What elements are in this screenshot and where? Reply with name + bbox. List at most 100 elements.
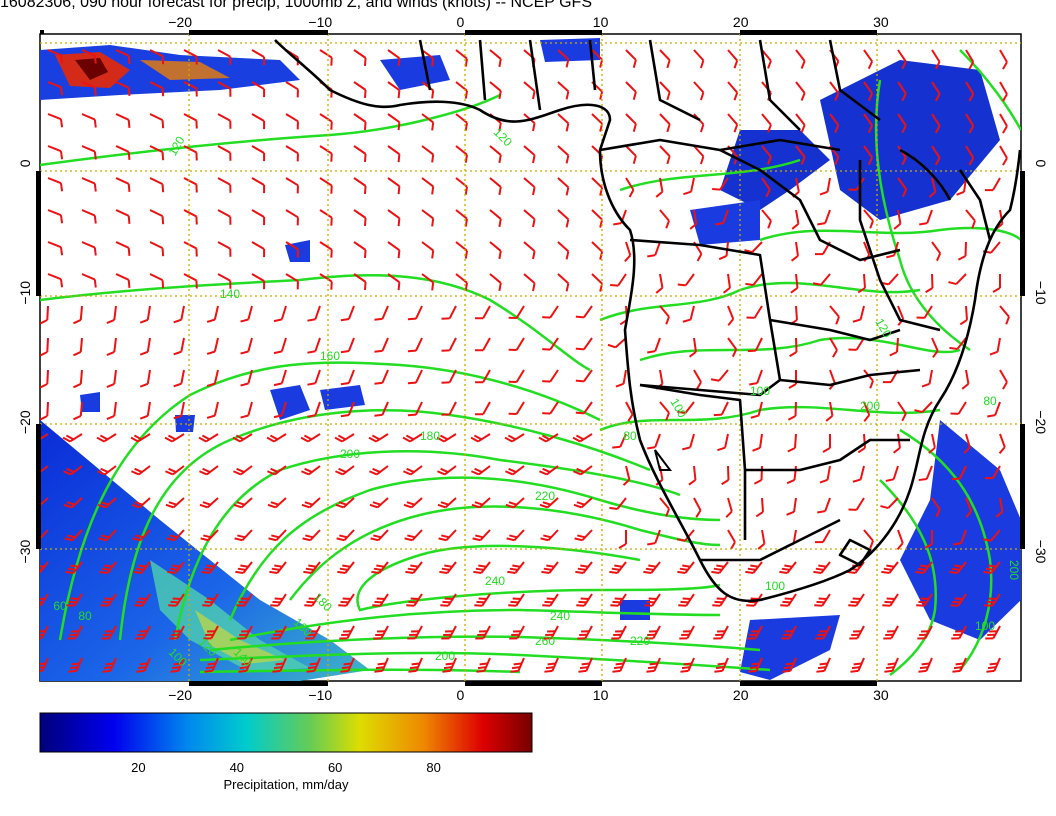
wind-barb	[106, 369, 117, 388]
wind-barb	[710, 369, 729, 382]
wind-barb	[727, 305, 735, 326]
wind-barb	[335, 497, 355, 509]
wind-barb	[307, 369, 321, 386]
wind-barb	[989, 337, 1001, 356]
wind-barb	[474, 593, 491, 607]
wind-barb	[557, 209, 570, 228]
wind-barb	[206, 401, 219, 419]
station-marker	[654, 449, 672, 471]
wind-barb	[625, 177, 635, 198]
wind-barb	[251, 81, 266, 98]
wind-barb	[982, 529, 1001, 542]
wind-barb	[951, 465, 967, 481]
wind-barb	[273, 305, 287, 323]
wind-barb	[63, 465, 83, 476]
wind-barb	[659, 305, 670, 325]
wind-barb	[303, 561, 321, 574]
wind-barb	[510, 657, 525, 673]
wind-barb	[64, 529, 83, 542]
wind-barb	[965, 81, 975, 102]
wind-barb	[387, 81, 401, 99]
wind-barb	[615, 369, 627, 388]
wind-barb	[950, 401, 967, 415]
wind-barb	[338, 593, 355, 607]
contour-label: 200	[340, 447, 360, 461]
wind-barb	[131, 497, 151, 509]
wind-barb	[985, 625, 1001, 640]
wind-barb	[183, 241, 198, 257]
wind-barb	[693, 497, 702, 518]
wind-barb	[505, 497, 525, 509]
wind-barb	[40, 497, 49, 509]
wind-barb	[476, 657, 491, 673]
wind-barb	[164, 433, 185, 443]
wind-barb	[62, 433, 83, 443]
contour-label: 220	[535, 489, 555, 503]
wind-barb	[149, 81, 165, 97]
wind-barb	[863, 145, 874, 166]
colorbar-ticks: 20 40 60 80	[131, 760, 441, 775]
wind-barb	[965, 49, 975, 70]
wind-barb	[786, 465, 797, 485]
wind-barb	[693, 369, 702, 390]
wind-barb	[897, 49, 907, 70]
wind-barb	[63, 497, 83, 509]
wind-barb	[206, 369, 219, 387]
wind-barb	[897, 177, 908, 198]
wind-barb	[217, 177, 232, 193]
wind-barb	[612, 657, 627, 673]
x-tick-label-top: 30	[873, 14, 889, 30]
wind-barb	[475, 337, 491, 352]
wind-barb	[931, 497, 941, 518]
wind-barb	[285, 273, 299, 290]
wind-barb	[402, 433, 423, 443]
colorbar-label: Precipitation, mm/day	[224, 777, 349, 792]
wind-barb	[863, 81, 874, 102]
wind-barb	[240, 337, 253, 355]
wind-barb	[183, 209, 198, 225]
contour-label: 80	[623, 429, 637, 443]
contour-label: 140	[220, 287, 240, 301]
wind-barb	[611, 625, 627, 640]
wind-barb	[750, 401, 763, 419]
wind-barb	[47, 273, 64, 288]
wind-barb	[897, 113, 907, 134]
wind-barb	[100, 593, 117, 607]
wind-barb	[659, 81, 671, 101]
wind-barb	[574, 529, 593, 542]
wind-barb	[857, 273, 866, 294]
wind-barb	[931, 145, 941, 166]
contour-label: 80	[983, 394, 997, 408]
wind-barb	[115, 209, 131, 224]
contour-label: 200	[1007, 560, 1021, 580]
wind-barb	[319, 49, 333, 66]
wind-barb	[407, 401, 423, 417]
wind-barb	[102, 657, 117, 673]
wind-barb	[863, 209, 874, 229]
wind-barb	[999, 305, 1010, 325]
wind-barb	[829, 305, 840, 325]
wind-barb	[421, 273, 435, 291]
wind-barb	[880, 497, 899, 510]
wind-barb	[745, 273, 763, 287]
wind-barb	[849, 625, 865, 640]
wind-barb	[135, 625, 151, 640]
wind-barb	[557, 273, 570, 292]
wind-barb	[659, 145, 671, 165]
y-tick-labels-left: 0 −10 −20 −30	[17, 159, 33, 563]
wind-barb	[951, 625, 967, 640]
wind-barb	[647, 241, 661, 258]
wind-barb	[931, 337, 939, 358]
wind-barb	[959, 305, 968, 326]
wind-barb	[421, 177, 435, 195]
x-tick-label-top: 20	[733, 14, 749, 30]
x-tick-label-top: 0	[457, 14, 465, 30]
wind-barb	[40, 401, 49, 421]
wind-barb	[369, 497, 389, 509]
wind-barb	[406, 593, 423, 607]
wind-barb	[965, 209, 976, 229]
wind-barb	[542, 337, 559, 351]
x-tick-label-bottom: 30	[873, 687, 889, 703]
wind-barb	[795, 81, 806, 101]
wind-barb	[523, 273, 536, 292]
